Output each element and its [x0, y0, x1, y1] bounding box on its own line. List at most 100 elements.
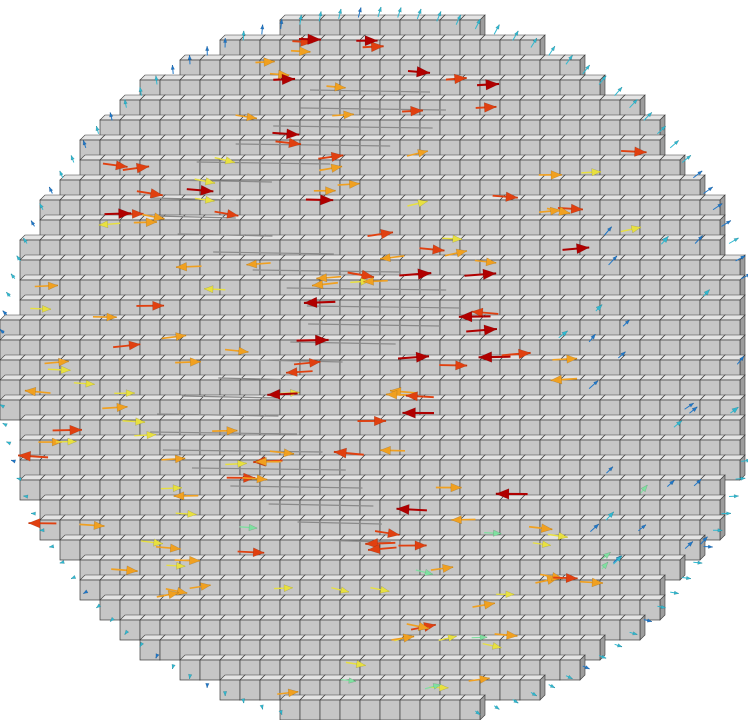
vector-arrow	[548, 45, 556, 56]
vector-arrow	[59, 170, 64, 178]
vector-arrow	[5, 441, 12, 446]
vector-arrow	[212, 426, 238, 436]
vector-arrow	[92, 312, 118, 322]
vector-arrow	[16, 477, 22, 482]
vector-arrow	[435, 482, 463, 493]
vector-arrow	[10, 273, 16, 279]
vector-arrow	[703, 289, 710, 297]
vector-arrow	[48, 186, 54, 194]
vector-arrow	[79, 520, 106, 530]
vector-arrow	[605, 511, 615, 521]
vector-arrow	[660, 235, 669, 245]
vector-arrow	[59, 559, 65, 564]
vector-arrow	[495, 488, 528, 500]
vector-arrow	[638, 524, 647, 532]
vector-arrow	[194, 177, 216, 186]
vector-arrow	[424, 683, 442, 690]
vector-arrow	[52, 424, 83, 436]
vector-arrow	[415, 568, 434, 576]
vector-arrow	[681, 155, 692, 163]
vector-arrow	[629, 99, 638, 109]
shell-step-edge	[162, 449, 323, 453]
vector-arrow	[161, 454, 186, 464]
vector-arrow	[160, 484, 183, 493]
vector-arrow	[558, 330, 569, 339]
vector-arrow	[237, 547, 265, 558]
vector-arrow	[82, 139, 87, 149]
vector-arrow	[362, 41, 385, 53]
shell-step-edge	[297, 521, 383, 525]
vector-arrow	[296, 334, 330, 346]
vector-arrow	[613, 555, 623, 565]
shell-step-edge	[235, 143, 391, 147]
vector-arrow	[538, 170, 563, 180]
vector-arrow	[608, 255, 618, 266]
vector-arrow	[161, 332, 187, 342]
vector-arrow	[474, 257, 497, 267]
vector-arrow	[155, 653, 160, 659]
vector-arrow	[416, 8, 422, 20]
vector-arrow	[278, 709, 283, 716]
vector-arrow	[445, 73, 468, 85]
vector-arrow	[552, 354, 578, 364]
shell-step-edge	[252, 269, 399, 273]
vector-arrow	[669, 140, 680, 149]
vector-arrow	[402, 105, 424, 117]
vector-arrow	[139, 641, 145, 648]
shell-step-edge	[309, 89, 431, 93]
vector-arrow	[165, 586, 188, 596]
vector-arrow	[397, 6, 402, 18]
vector-arrow	[16, 255, 22, 262]
vector-arrow	[406, 621, 430, 631]
shell-step-edge	[308, 323, 441, 327]
vector-arrow	[367, 543, 397, 555]
vector-arrow	[109, 111, 114, 121]
vector-arrow	[496, 590, 515, 599]
vector-arrow	[530, 37, 538, 48]
vector-arrow	[582, 665, 591, 670]
vector-arrow	[670, 590, 680, 595]
vector-arrow	[337, 179, 361, 189]
vector-arrow	[70, 574, 77, 580]
vector-arrow	[684, 541, 694, 549]
vector-arrow	[326, 82, 347, 92]
vector-arrow	[735, 255, 746, 262]
vector-arrow	[332, 110, 355, 120]
vector-arrow	[588, 333, 596, 343]
vector-arrow	[407, 199, 429, 208]
vector-arrow	[303, 296, 336, 309]
vector-arrow	[721, 511, 732, 516]
vector-arrow	[298, 14, 303, 25]
vector-arrow	[436, 10, 442, 22]
vector-arrow	[23, 237, 28, 244]
shell-step-edge	[150, 197, 236, 201]
shell-step-edge	[268, 503, 374, 507]
vector-arrow	[305, 194, 334, 206]
vector-arrow	[598, 654, 607, 659]
vector-arrow	[298, 33, 322, 45]
vector-arrow	[311, 279, 338, 290]
vector-arrow	[438, 634, 458, 642]
vector-arrow	[444, 248, 468, 258]
vector-arrow	[275, 137, 302, 149]
vector-arrow	[175, 262, 202, 272]
vector-arrow	[44, 357, 70, 367]
vector-arrow	[255, 457, 282, 467]
vector-arrow	[362, 276, 388, 286]
vector-arrow	[590, 523, 600, 533]
vector-arrow	[318, 151, 344, 162]
vector-arrow	[595, 304, 603, 312]
vector-arrow	[617, 351, 626, 359]
vector-arrow	[315, 273, 342, 283]
vector-arrow	[55, 437, 77, 446]
vector-arrow	[379, 253, 405, 262]
vector-arrow	[136, 300, 165, 311]
vector-arrow	[154, 75, 159, 85]
vector-arrow	[95, 125, 100, 134]
vector-arrow	[331, 586, 350, 594]
voxel-cube	[119, 614, 146, 641]
vector-arrow	[476, 79, 500, 91]
vector-arrow	[604, 226, 613, 236]
vector-arrow	[601, 561, 609, 570]
